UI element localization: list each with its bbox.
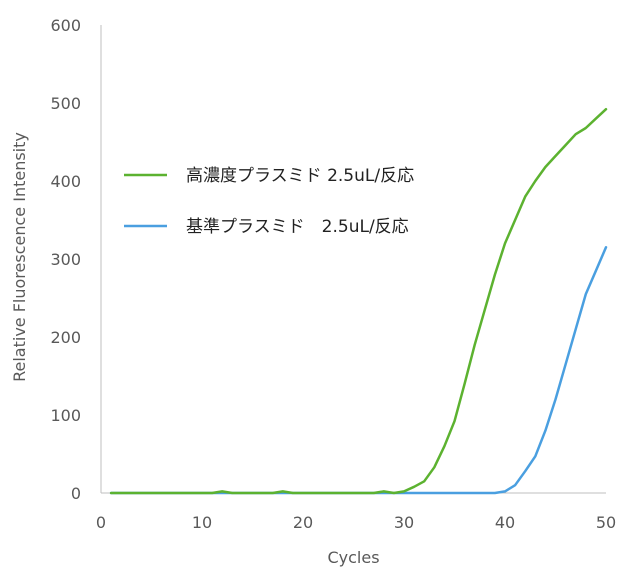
y-tick-label: 200 [50,328,81,347]
x-axis-ticks: 0 10 20 30 40 50 [96,513,616,532]
x-tick-label: 0 [96,513,106,532]
series-layer [109,107,608,495]
x-tick-label: 30 [394,513,414,532]
y-tick-label: 0 [71,484,81,503]
x-tick-label: 10 [192,513,212,532]
y-tick-label: 500 [50,94,81,113]
series-line-2 [109,246,608,495]
y-axis-title: Relative Fluorescence Intensity [10,132,29,382]
y-tick-label: 100 [50,406,81,425]
y-tick-label: 600 [50,16,81,35]
x-axis-title: Cycles [327,548,379,567]
legend-label: 基準プラスミド 2.5uL/反応 [186,217,409,237]
y-tick-label: 400 [50,172,81,191]
x-tick-label: 20 [293,513,313,532]
x-tick-label: 40 [495,513,515,532]
y-axis-ticks: 0 100 200 300 400 500 600 [50,16,81,503]
series-line-1 [109,107,608,495]
x-tick-label: 50 [596,513,616,532]
y-tick-label: 300 [50,250,81,269]
legend-label: 高濃度プラスミド 2.5uL/反応 [186,166,414,186]
